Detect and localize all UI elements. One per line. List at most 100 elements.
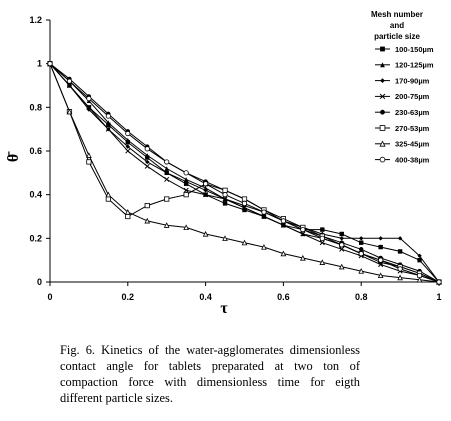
legend-label: 170-90µm bbox=[395, 76, 430, 85]
legend-marker bbox=[379, 125, 386, 131]
data-point bbox=[280, 218, 286, 224]
legend-items: 100-150µm 120-125µm 170-90µm 200-75µm 230-63… bbox=[375, 45, 434, 164]
data-point bbox=[359, 247, 364, 252]
data-point bbox=[222, 235, 228, 241]
legend-marker bbox=[380, 109, 385, 115]
data-point bbox=[417, 253, 422, 258]
data-point bbox=[86, 159, 92, 165]
legend-marker bbox=[379, 140, 386, 147]
data-point bbox=[417, 257, 422, 263]
axis-ticks: 0 0.2 0.4 0.6 0.8 1 0 0.2 0.4 0.6 0.8 1 1.2 bbox=[29, 15, 441, 302]
data-point bbox=[222, 201, 228, 206]
y-tick-label: 0.2 bbox=[29, 233, 42, 243]
legend-marker bbox=[380, 78, 385, 83]
data-point bbox=[358, 251, 364, 257]
data-point bbox=[125, 130, 131, 137]
legend-label: 100-150µm bbox=[395, 45, 434, 54]
data-point bbox=[183, 192, 189, 198]
data-point bbox=[378, 244, 383, 250]
legend-label: 400-38µm bbox=[395, 155, 430, 164]
y-tick-label: 0.6 bbox=[29, 146, 42, 156]
data-point bbox=[144, 217, 151, 224]
x-tick-label: 1 bbox=[436, 292, 441, 302]
data-point bbox=[222, 187, 228, 193]
data-point bbox=[378, 257, 384, 263]
x-axis-title: τ bbox=[220, 300, 228, 317]
legend-label: 120-125µm bbox=[395, 61, 434, 70]
data-point bbox=[203, 192, 209, 198]
data-point bbox=[339, 242, 345, 248]
data-point bbox=[339, 231, 344, 237]
figure-caption: Fig. 6. Kinetics of the water-agglomerat… bbox=[60, 343, 360, 405]
data-point bbox=[416, 276, 423, 283]
legend-marker bbox=[380, 46, 385, 52]
data-point bbox=[203, 188, 208, 193]
data-point bbox=[300, 254, 306, 261]
x-tick-label: 0.8 bbox=[355, 292, 368, 302]
data-point bbox=[145, 153, 150, 158]
data-point bbox=[300, 231, 306, 237]
data-point bbox=[105, 126, 111, 132]
data-point bbox=[86, 107, 92, 112]
data-point bbox=[359, 240, 364, 245]
data-point bbox=[378, 236, 383, 241]
y-axis-title: θ̄ bbox=[5, 151, 22, 162]
legend-title-line-3: particle size bbox=[374, 32, 420, 41]
data-point bbox=[125, 213, 131, 220]
y-tick-label: 1 bbox=[37, 59, 42, 69]
data-point bbox=[241, 196, 248, 202]
data-point bbox=[222, 196, 228, 202]
data-point bbox=[144, 146, 150, 152]
data-point bbox=[397, 249, 403, 254]
data-point bbox=[280, 222, 286, 228]
legend-title-line-1: Mesh number bbox=[371, 10, 423, 19]
y-tick-label: 0.4 bbox=[29, 190, 42, 200]
data-point bbox=[164, 170, 169, 176]
data-point bbox=[241, 239, 248, 246]
y-tick-label: 0 bbox=[37, 277, 42, 287]
data-point bbox=[125, 148, 131, 154]
data-point bbox=[320, 227, 325, 232]
data-point bbox=[319, 240, 325, 246]
data-point bbox=[338, 263, 345, 270]
chart-figure: 0 0.2 0.4 0.6 0.8 1 0 0.2 0.4 0.6 0.8 1 1.2 τ θ̄ Mes… bbox=[5, 10, 442, 317]
data-point bbox=[203, 181, 209, 187]
data-point bbox=[241, 200, 248, 206]
data-point bbox=[105, 191, 112, 198]
data-point bbox=[164, 176, 170, 182]
data-point bbox=[280, 250, 287, 257]
data-point bbox=[358, 267, 365, 274]
data-point bbox=[164, 166, 169, 171]
data-point bbox=[47, 61, 53, 67]
data-point bbox=[125, 137, 130, 143]
x-tick-label: 0.6 bbox=[277, 292, 290, 302]
data-point bbox=[261, 243, 267, 250]
data-point bbox=[261, 209, 267, 215]
kinetics-line-chart: 0 0.2 0.4 0.6 0.8 1 0 0.2 0.4 0.6 0.8 1 1.2 τ θ̄ Mes… bbox=[5, 10, 442, 317]
y-tick-label: 1.2 bbox=[29, 15, 42, 25]
data-point bbox=[359, 236, 364, 241]
data-point bbox=[339, 236, 344, 241]
data-point bbox=[202, 230, 209, 237]
data-point bbox=[183, 170, 189, 176]
data-point bbox=[125, 144, 130, 149]
data-point bbox=[339, 246, 345, 252]
x-tick-label: 0.2 bbox=[122, 292, 135, 302]
data-point bbox=[66, 82, 73, 89]
data-point bbox=[86, 104, 92, 110]
x-tick-label: 0.4 bbox=[199, 292, 212, 302]
data-point bbox=[377, 272, 384, 279]
data-point bbox=[164, 159, 170, 165]
legend-marker bbox=[379, 93, 386, 100]
data-point bbox=[319, 235, 325, 241]
legend: Mesh number and particle size 100-150µm1… bbox=[371, 10, 434, 164]
legend-marker bbox=[379, 156, 386, 163]
data-point bbox=[144, 202, 150, 209]
data-point bbox=[397, 266, 403, 272]
x-tick-label: 0 bbox=[47, 292, 52, 302]
data-point bbox=[300, 227, 306, 233]
data-point bbox=[163, 222, 170, 228]
data-point bbox=[319, 259, 326, 265]
data-point bbox=[183, 224, 189, 231]
legend-label: 230-63µm bbox=[395, 108, 430, 117]
